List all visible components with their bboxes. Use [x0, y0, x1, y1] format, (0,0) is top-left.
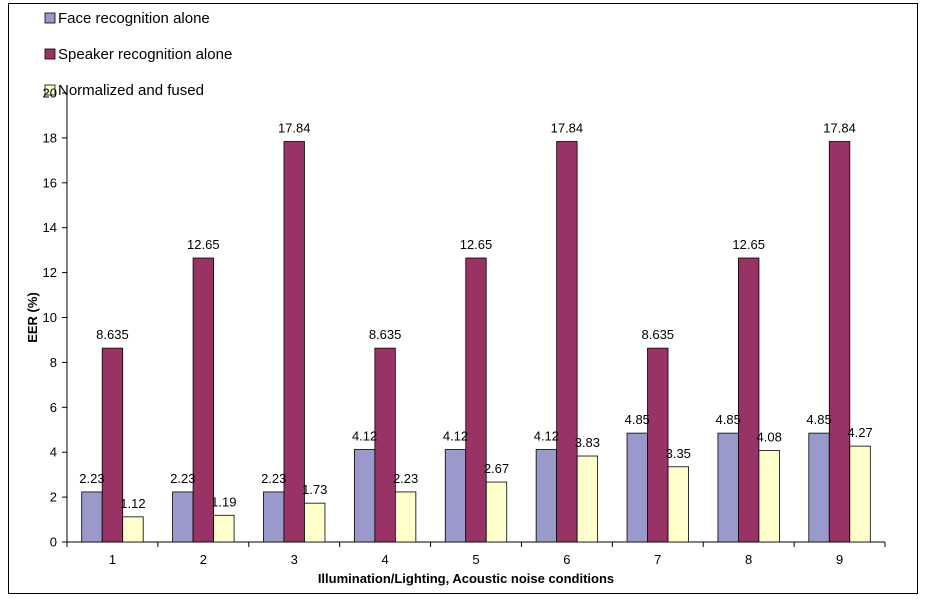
data-label: 4.85: [716, 412, 741, 427]
y-tick-label: 18: [43, 130, 57, 145]
bar-series-3-cat-6: [576, 455, 599, 543]
bar-series-1-cat-8: [717, 432, 739, 543]
bar-series-1-cat-2: [172, 491, 194, 543]
bar-series-1-cat-7: [626, 432, 648, 543]
legend-swatch: [44, 12, 56, 24]
legend-label: Normalized and fused: [58, 82, 204, 99]
bar-series-1-cat-5: [444, 449, 467, 543]
y-tick-label: 2: [50, 490, 57, 505]
data-labels: 2.23 2.23 2.23 4.12 4.12 4.12 4.85 4.85 4.85 8.63…: [79, 120, 872, 510]
data-label: 1.12: [120, 496, 145, 511]
data-label: 4.12: [352, 429, 377, 444]
data-label: 12.65: [187, 237, 220, 252]
legend: Face recognition alone Speaker recognitio…: [44, 10, 232, 99]
bar-series-2-cat-1: [101, 347, 124, 543]
data-label: 8.635: [96, 327, 129, 342]
bar-series-2-cat-8: [738, 257, 760, 543]
bar-series-2-cat-6: [556, 141, 578, 543]
bar-series-2-cat-9: [828, 141, 851, 543]
bar-series-3-cat-2: [213, 514, 235, 543]
data-label: 4.12: [443, 429, 468, 444]
data-label: 4.85: [625, 412, 650, 427]
bar-series-1-cat-9: [808, 432, 830, 543]
x-axis: 1 2 3 4 5 6 7 8 9: [66, 541, 886, 567]
data-label: 2.67: [484, 461, 509, 476]
bar-series-3-cat-1: [122, 516, 144, 543]
bar-series-2-cat-4: [374, 347, 396, 543]
data-label: 17.84: [823, 120, 856, 135]
x-tick-label: 7: [654, 552, 661, 567]
y-tick-label: 0: [50, 535, 57, 550]
x-tick-label: 9: [836, 552, 843, 567]
legend-swatch: [44, 48, 56, 60]
x-tick-label: 2: [200, 552, 207, 567]
data-label: 17.84: [551, 120, 584, 135]
x-tick-label: 8: [745, 552, 752, 567]
data-label: 8.635: [369, 327, 402, 342]
bar-series-3-cat-4: [394, 491, 417, 543]
data-label: 4.27: [847, 425, 872, 440]
bar-series-2-cat-3: [283, 141, 305, 543]
y-tick-label: 12: [43, 265, 57, 280]
bar-series-1-cat-6: [535, 449, 558, 543]
data-label: 1.73: [302, 482, 327, 497]
bar-series-1-cat-1: [81, 491, 103, 543]
bar-series-1-cat-3: [263, 491, 285, 543]
data-label: 12.65: [732, 237, 765, 252]
data-label: 3.83: [575, 435, 600, 450]
bar-series-3-cat-9: [849, 445, 871, 543]
bar-series-3-cat-7: [667, 466, 689, 543]
bar-series-3-cat-3: [304, 502, 326, 543]
data-label: 2.23: [393, 471, 418, 486]
data-label: 2.23: [261, 471, 286, 486]
data-label: 8.635: [642, 327, 675, 342]
y-tick-label: 8: [50, 355, 57, 370]
data-label: 1.19: [211, 494, 236, 509]
x-axis-title: Illumination/Lighting, Acoustic noise co…: [318, 571, 614, 586]
bar-series-3-cat-5: [485, 481, 508, 543]
y-tick-label: 4: [50, 445, 57, 460]
bar-series-2-cat-7: [647, 347, 669, 543]
y-tick-label: 10: [43, 310, 57, 325]
data-label: 2.23: [170, 471, 195, 486]
y-tick-label: 6: [50, 400, 57, 415]
x-tick-label: 4: [381, 552, 388, 567]
bar-series-3-cat-8: [758, 450, 780, 543]
y-tick-label: 20: [43, 86, 57, 101]
data-label: 12.65: [460, 237, 493, 252]
data-label: 4.12: [534, 429, 559, 444]
y-tick-label: 14: [43, 220, 57, 235]
data-label: 4.08: [757, 429, 782, 444]
data-label: 4.85: [806, 412, 831, 427]
legend-label: Face recognition alone: [58, 10, 210, 27]
bar-series-2-cat-5: [465, 257, 487, 543]
y-axis-title: EER (%): [25, 292, 40, 343]
y-axis: 0 2 4 6 8 10 12 14 16 18 20: [43, 86, 68, 550]
bar-series-2-cat-2: [192, 257, 214, 543]
x-tick-label: 1: [109, 552, 116, 567]
bar-series-1-cat-4: [353, 449, 376, 543]
x-tick-label: 3: [291, 552, 298, 567]
data-label: 3.35: [666, 446, 691, 461]
y-tick-label: 16: [43, 175, 57, 190]
x-tick-label: 5: [472, 552, 479, 567]
data-label: 2.23: [79, 471, 104, 486]
legend-label: Speaker recognition alone: [58, 46, 232, 63]
x-tick-label: 6: [563, 552, 570, 567]
bars: [81, 141, 871, 543]
legend-swatch: [44, 84, 56, 96]
data-label: 17.84: [278, 120, 311, 135]
